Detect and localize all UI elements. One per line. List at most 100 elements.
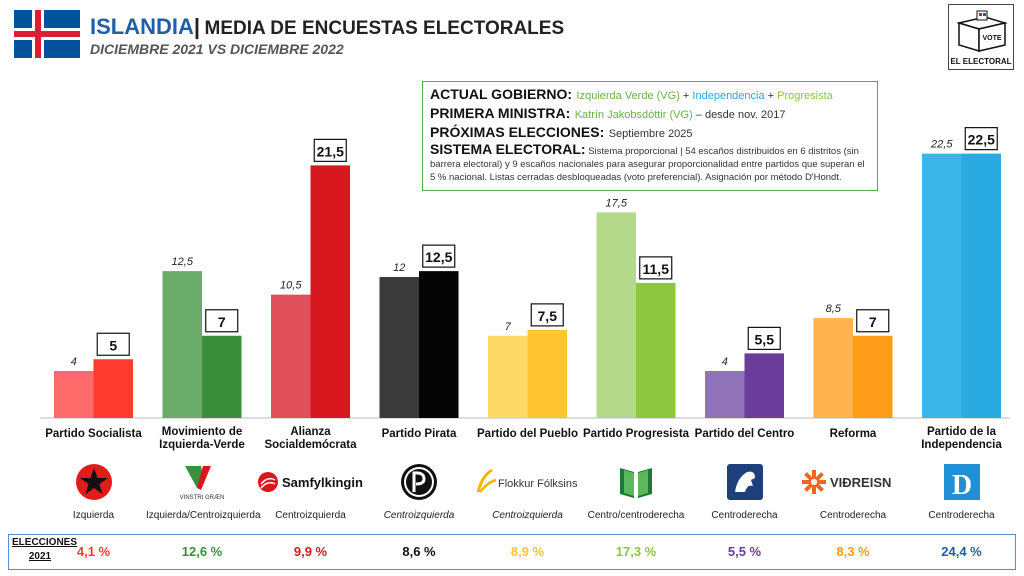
party-label-line: Partido del Pueblo [477,428,578,440]
election-result-2021: 17,3 % [615,544,657,559]
party-label-line: Partido Progresista [582,428,690,440]
party-ideology: Izquierda/Centroizquierda [146,510,261,521]
value-label-2021: 22,5 [930,139,953,151]
value-box-2022 [205,309,239,333]
centre-horse-logo-icon [689,462,801,502]
value-label-2022: 12,5 [425,249,452,265]
party-ideology: Centro/centroderecha [587,510,685,521]
party-label-line: Izquierda-Verde [159,439,245,451]
results-row [8,534,1016,570]
value-label-2021: 12,5 [172,256,194,268]
svg-text:Flokkur Fólksins: Flokkur Fólksins [498,478,578,490]
election-result-2021: 24,4 % [941,544,982,559]
bar-2021 [813,318,853,418]
value-label-2022: 7 [218,314,226,330]
election-result-2021: 5,5 % [727,544,762,559]
party-label-line: Movimiento de [161,426,243,438]
svg-text:VIÐREISN: VIÐREISN [830,475,891,490]
value-box-2022 [313,138,347,162]
party-label-line: Reforma [829,428,877,440]
flokkur-folksins-logo-icon: Flokkur Fólksins [472,462,584,502]
party-label: Movimiento de Izquierda-Verde [146,426,258,452]
party-ideology: Centroderecha [819,510,887,521]
page-title: ISLANDIA| MEDIA DE ENCUESTAS ELECTORALES [90,14,564,40]
vinstri-graen-logo-icon: VINSTRI GRÆN [146,462,258,502]
bar-2022 [527,329,567,418]
bar-2022 [744,353,784,418]
value-label-2022: 21,5 [317,143,344,159]
svg-text:Samfylkingin: Samfylkingin [282,475,363,490]
bar-2022 [961,153,1001,418]
bar-2021 [705,371,745,418]
svg-text:VINSTRI GRÆN: VINSTRI GRÆN [180,495,225,501]
value-label-2022: 11,5 [643,261,670,277]
party-label-line: Independencia [921,439,1002,451]
ballot-box-icon: VOTE [956,10,1008,53]
electoral-system-line: SISTEMA ELECTORAL: Sistema proporcional … [430,141,865,183]
bar-2021 [162,271,202,418]
bar-2022 [636,282,676,418]
party-ideology: Centroizquierda [275,510,346,521]
value-label-2021: 10,5 [280,280,302,292]
value-label-2022: 7 [869,314,877,330]
party-label: Partido del Centro [689,428,801,441]
logo-caption: EL ELECTORAL [950,57,1012,66]
el-electoral-logo: VOTE EL ELECTORAL [948,4,1014,70]
pirate-flag-logo-icon [363,462,475,502]
party-ideology: Centroizquierda [492,510,563,521]
party-label: Alianza Socialdemócrata [255,426,367,452]
value-label-2022: 5,5 [755,331,775,347]
party-label-line: Socialdemócrata [264,439,357,451]
value-box-2022 [530,303,564,327]
party-label: Partido Progresista [580,428,692,441]
star-logo-icon [38,462,150,502]
party-label: Partido Pirata [363,428,475,441]
party-label-line: Alianza [290,426,331,438]
election-result-2021: 4,1 % [76,544,111,559]
bar-2021 [379,277,419,418]
value-label-2022: 7,5 [538,308,558,324]
party-ideology: Izquierda [72,510,115,521]
party-label: Partido Socialista [38,428,150,441]
iceland-flag-icon [14,10,80,58]
bar-2021 [488,335,528,418]
election-result-2021: 8,9 % [510,544,545,559]
value-box-2022 [964,127,998,151]
value-box-2022 [747,326,781,350]
bar-2021 [596,212,636,418]
info-box: ACTUAL GOBIERNO: Izquierda Verde (VG) + … [422,81,878,191]
results-label: ELECCIONES 2021 [12,537,78,562]
bar-2022 [310,165,350,418]
party-label-line: Partido Pirata [381,428,457,440]
prime-minister-line: PRIMERA MINISTRA: Katrín Jakobsdóttir (V… [430,105,786,121]
bar-2022 [419,271,459,418]
value-label-2021: 8,5 [826,303,842,315]
vidreisn-logo-icon: VIÐREISN [797,462,909,502]
government-line: ACTUAL GOBIERNO: Izquierda Verde (VG) + … [430,86,833,102]
value-label-2021: 7 [505,321,512,333]
party-label: Reforma [797,428,909,441]
value-label-2021: 17,5 [606,197,628,209]
value-label-2021: 4 [722,356,728,368]
party-label: Partido del Pueblo [472,428,584,441]
bar-2021 [922,153,962,418]
party-label: Partido de la Independencia [906,426,1018,452]
title-separator: | [193,14,201,39]
bar-2021 [271,294,311,418]
bar-2022 [93,359,133,418]
value-label-2022: 5 [109,337,117,353]
title-text: MEDIA DE ENCUESTAS ELECTORALES [204,18,565,39]
progressive-book-logo-icon [580,462,692,502]
value-box-2022 [96,332,130,356]
value-label-2022: 22,5 [968,132,995,148]
country-name: ISLANDIA [90,14,194,39]
election-result-2021: 9,9 % [293,544,328,559]
bar-2021 [54,371,94,418]
party-label-line: Partido de la [926,426,997,438]
independence-d-logo-icon: D [906,462,1018,502]
party-ideology: Centroizquierda [383,510,455,521]
bar-2022 [853,335,893,418]
value-box-2022 [422,244,456,268]
value-label-2021: 12 [393,262,405,274]
